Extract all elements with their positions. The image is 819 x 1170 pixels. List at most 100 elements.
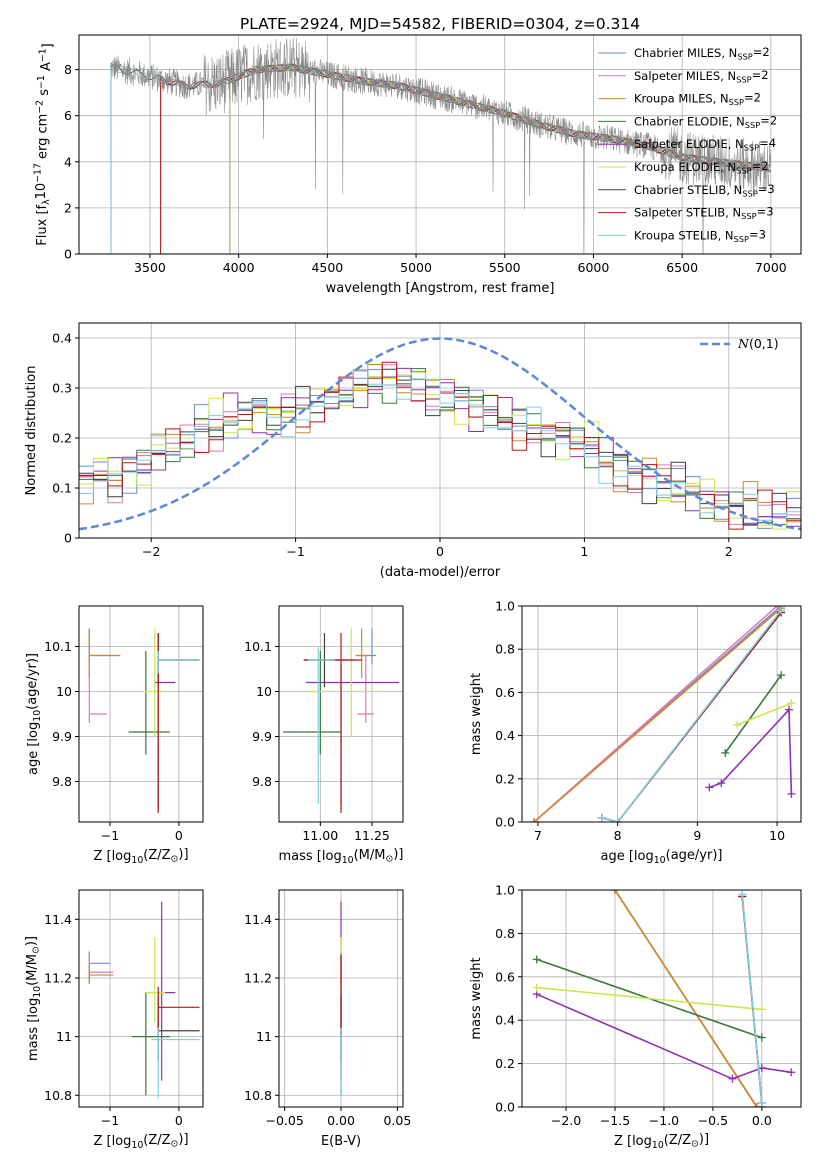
legend-entry: Kroupa ELODIE, NSSP​=2 [634,159,769,175]
x-tick-label: −1 [101,828,119,843]
plot-area [88,628,200,813]
x-tick-label: 11.25 [354,828,390,843]
y-tick-label: 0.6 [495,685,515,700]
x-axis-label: age [log10​(age/yr)] [600,848,722,866]
x-tick-label: −1.5 [600,1113,630,1128]
panel-age-vs-Z: −1 0 9.8 9.9 10 10.1 Z [log10​(Z/Z⊙​)] age [log… [25,605,204,866]
grid [79,323,801,539]
y-axis-label: mass weight [469,957,484,1039]
mass-weight-line [601,609,782,822]
x-tick-label: −1 [101,1113,119,1128]
y-tick-label: 10.1 [244,639,272,654]
y-tick-label: 0.2 [495,771,515,786]
x-tick-label: 0 [175,1113,183,1128]
y-tick-label: 0.2 [52,431,72,446]
mass-weight-marker [777,606,786,615]
mass-weight-marker [757,1005,766,1014]
y-tick-label: 11 [256,1029,272,1044]
y-tick-label: 0.6 [495,969,515,984]
legend-entry: Salpeter MILES, NSSP​=2 [634,68,769,84]
mass-weight-marker [752,1103,761,1107]
mass-weight-marker [733,720,742,729]
residual-histogram [79,369,801,521]
x-axis-label: (data-model)/error [380,565,501,580]
mass-weight-marker [705,783,714,792]
y-tick-label: 0.8 [495,642,515,657]
axes-frame [78,605,204,823]
mass-weight-marker [728,1074,737,1083]
x-axis-label: Z [log10​(Z/Z⊙​)] [93,847,188,866]
y-tick-label: 10 [256,684,272,699]
legend-entry: Chabrier ELODIE, NSSP​=2 [634,113,777,129]
mass-weight-marker [532,955,541,964]
y-tick-label: 11.4 [244,912,272,927]
x-tick-label: 11.00 [302,828,338,843]
mass-weight-marker [787,1068,796,1077]
y-tick-label: 10.8 [44,1088,72,1103]
panel-residual-distribution: −2 −1 0 1 2 0 0.1 0.2 0.3 0.4 (data-model)/error No… [24,322,802,580]
x-axis-label: Z [log10​(Z/Z⊙​)] [93,1132,188,1151]
y-tick-label: 11.2 [244,970,272,985]
y-tick-label: 9.9 [252,729,272,744]
mass-weight-line [736,702,792,726]
y-tick-label: 10 [56,684,72,699]
figure-title: PLATE=2924, MJD=54582, FIBERID=0304, z=0… [240,15,640,33]
x-tick-label: −1 [286,544,304,559]
x-tick-label: 0.00 [327,1113,355,1128]
legend-entry: Kroupa MILES, NSSP​=2 [634,91,761,107]
x-tick-label: 10 [769,828,785,843]
plot-area [529,606,796,822]
axes-frame [78,889,204,1108]
x-tick-label: 6000 [578,260,610,275]
grid [79,890,203,1107]
x-tick-label: 0.0 [752,1113,772,1128]
legend: Chabrier MILES, NSSP​=2 Salpeter MILES, N… [598,45,777,244]
mass-weight-marker [738,890,747,899]
y-tick-label: 0.3 [52,381,72,396]
plot-area [110,37,772,254]
mass-weight-marker [611,890,619,894]
x-tick-label: 0.05 [383,1113,411,1128]
legend-entry: N(0,1) [737,336,779,351]
y-axis-label: mass weight [469,673,484,755]
gaussian-reference-curve [79,337,801,531]
y-tick-label: 2 [64,200,72,215]
x-tick-label: 0 [436,544,444,559]
grid [79,606,203,822]
panel-age-vs-mass: 11.00 11.25 9.8 9.9 10 10.1 mass [log10​(M/M⊙​… [244,605,404,866]
y-tick-label: 9.8 [252,774,272,789]
axes-frame [278,889,404,1108]
y-tick-label: 1.0 [495,883,515,898]
panel-weight-vs-Z: −2.0 −1.5 −1.0 −0.5 0.0 0.0 0.2 0.4 0.6 0.8 1.0 Z [… [469,883,802,1151]
y-tick-label: 0.4 [495,1013,515,1028]
mass-weight-marker [787,789,796,798]
axes-frame [521,605,802,823]
mass-weight-marker [532,983,541,992]
y-tick-label: 0.1 [52,481,72,496]
x-tick-label: 3500 [134,260,166,275]
x-tick-label: 5500 [489,260,521,275]
y-tick-label: 1.0 [495,599,515,614]
y-tick-label: 0.4 [495,728,515,743]
mass-weight-line [536,986,762,1011]
y-tick-label: 11 [56,1029,72,1044]
axes-frame [78,34,802,255]
mass-weight-marker [785,705,794,714]
mass-weight-marker [529,818,538,822]
y-tick-label: 10.8 [244,1088,272,1103]
x-tick-label: −0.5 [698,1113,728,1128]
legend-entry: Chabrier MILES, NSSP​=2 [634,45,770,61]
y-tick-label: 0.0 [495,1100,515,1115]
x-tick-label: 9 [693,828,701,843]
panel-weight-vs-age: 7 8 9 10 0.0 0.2 0.4 0.6 0.8 1.0 age [log10​(age/y… [469,599,802,866]
y-tick-label: 11.2 [44,970,72,985]
x-tick-label: 7000 [755,260,787,275]
y-tick-label: 0.4 [52,331,72,346]
legend-entry: Chabrier STELIB, NSSP​=3 [634,182,775,198]
x-tick-label: −0.05 [265,1113,303,1128]
mass-weight-marker [717,779,726,788]
y-axis-label: Normed distribution [24,366,39,496]
mass-weight-marker [613,818,622,822]
axes-frame [278,605,404,823]
